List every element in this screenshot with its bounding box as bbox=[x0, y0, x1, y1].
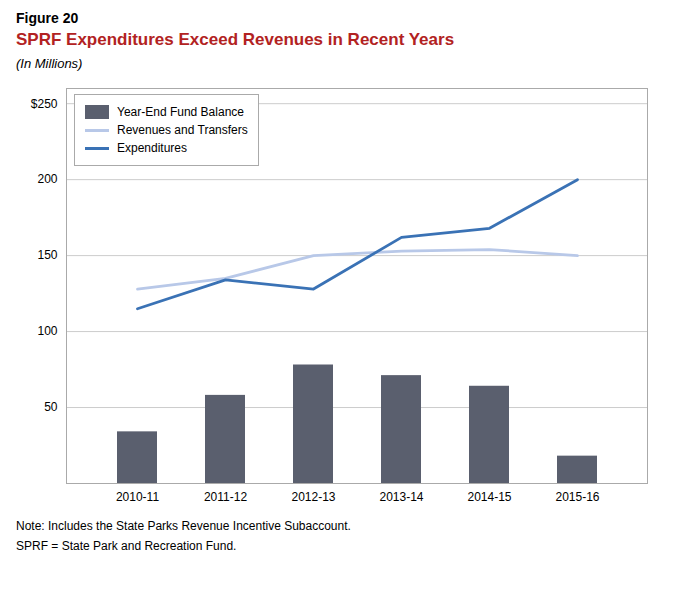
svg-text:$250: $250 bbox=[31, 97, 58, 111]
html-text:(In Millions): (In Millions) bbox=[16, 56, 83, 71]
svg-text:2013-14: 2013-14 bbox=[379, 490, 423, 504]
html-text:Expenditures: Expenditures bbox=[117, 141, 187, 155]
html-text:SPRF = State Park and Recreati: SPRF = State Park and Recreation Fund. bbox=[16, 539, 237, 553]
svg-text:100: 100 bbox=[37, 324, 57, 338]
svg-text:200: 200 bbox=[37, 172, 57, 186]
svg-text:2012-13: 2012-13 bbox=[291, 490, 335, 504]
html-text:Figure 20: Figure 20 bbox=[16, 10, 79, 26]
svg-text:2015-16: 2015-16 bbox=[555, 490, 599, 504]
html-text:Year-End Fund Balance: Year-End Fund Balance bbox=[117, 105, 244, 119]
html-text:Revenues and Transfers: Revenues and Transfers bbox=[117, 123, 248, 137]
svg-text:50: 50 bbox=[44, 400, 58, 414]
svg-text:150: 150 bbox=[37, 248, 57, 262]
svg-text:2011-12: 2011-12 bbox=[204, 490, 247, 504]
html-text:Note: Includes the State Parks: Note: Includes the State Parks Revenue I… bbox=[16, 519, 351, 533]
html-text:SPRF Expenditures Exceed Reven: SPRF Expenditures Exceed Revenues in Rec… bbox=[16, 30, 455, 49]
svg-text:2010-11: 2010-11 bbox=[116, 490, 159, 504]
svg-text:2014-15: 2014-15 bbox=[467, 490, 511, 504]
